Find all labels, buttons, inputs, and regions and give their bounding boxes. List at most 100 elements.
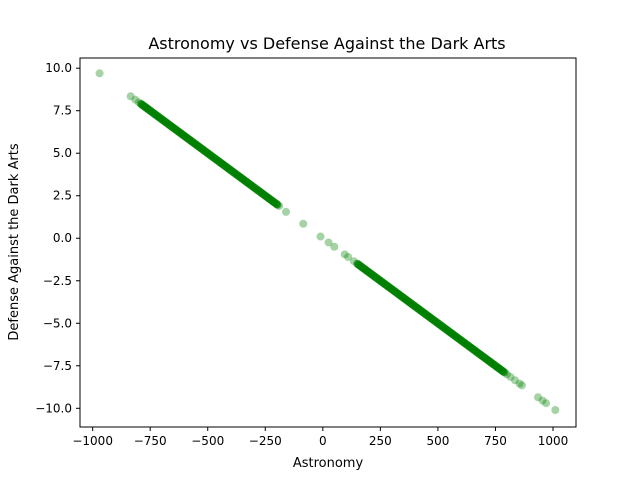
data-point (496, 365, 505, 374)
data-point (147, 107, 156, 116)
data-point (429, 315, 438, 324)
data-point (360, 264, 369, 273)
data-point (194, 142, 203, 151)
data-point (273, 200, 282, 209)
data-point (227, 166, 236, 175)
data-point (177, 129, 186, 138)
data-point (360, 265, 369, 274)
data-point (369, 271, 378, 280)
data-point (353, 259, 362, 268)
data-point (247, 181, 256, 190)
data-point (445, 327, 454, 336)
data-point (230, 168, 239, 177)
data-point (181, 132, 190, 141)
data-point (489, 360, 498, 369)
data-point (193, 141, 202, 150)
data-point (156, 114, 165, 123)
data-point (383, 282, 392, 291)
data-point (454, 334, 463, 343)
data-point (324, 238, 333, 247)
data-point (423, 311, 432, 320)
data-point (419, 308, 428, 317)
data-point (210, 153, 219, 162)
data-point (421, 309, 430, 318)
data-point (169, 123, 178, 132)
data-point (183, 133, 192, 142)
data-point (185, 135, 194, 144)
data-point (358, 263, 367, 272)
data-point (427, 314, 435, 323)
data-point (418, 308, 427, 317)
data-point (511, 376, 520, 385)
data-point (482, 355, 491, 364)
data-point (155, 113, 164, 122)
data-point (166, 121, 175, 130)
data-point (243, 178, 252, 187)
data-point (197, 144, 206, 153)
data-point (457, 336, 466, 345)
data-point (447, 329, 456, 338)
data-point (398, 293, 407, 302)
data-point (231, 169, 240, 178)
data-point (282, 207, 290, 216)
data-point (236, 173, 245, 182)
data-point (362, 266, 371, 275)
data-point (191, 140, 200, 149)
data-point (438, 322, 447, 331)
data-point (368, 270, 377, 279)
data-point (354, 260, 363, 269)
data-point (340, 250, 349, 259)
data-point (387, 284, 396, 293)
data-point (444, 327, 453, 336)
x-tick-label: 1000 (538, 434, 569, 448)
data-point (433, 319, 442, 328)
data-point (456, 335, 465, 344)
data-point (195, 143, 204, 152)
data-point (414, 304, 423, 313)
data-point (451, 332, 460, 341)
data-point (374, 275, 383, 284)
data-point (463, 341, 472, 350)
x-tick-label: 0 (319, 434, 327, 448)
data-point (193, 141, 202, 150)
data-point (246, 180, 255, 189)
data-point (468, 345, 477, 354)
data-point (441, 324, 450, 333)
data-point (191, 140, 200, 149)
data-point (228, 167, 237, 176)
data-point (183, 134, 192, 143)
data-point (146, 107, 155, 116)
data-point (470, 346, 479, 355)
data-point (495, 364, 504, 373)
data-point (378, 278, 387, 287)
data-point (485, 357, 494, 366)
data-point (416, 306, 425, 315)
data-point (431, 317, 440, 326)
data-point (171, 125, 180, 134)
data-point (440, 324, 449, 333)
data-point (176, 128, 185, 137)
data-point (237, 174, 246, 183)
data-point (158, 115, 167, 124)
data-point (182, 133, 191, 142)
data-point (330, 242, 339, 251)
data-point (163, 119, 172, 128)
data-point (417, 307, 426, 316)
data-point (206, 151, 215, 160)
data-point (476, 350, 485, 359)
data-point (411, 302, 420, 311)
data-point (496, 365, 505, 374)
data-point (388, 285, 397, 294)
data-point (162, 118, 171, 127)
data-point (213, 156, 222, 165)
data-point (270, 198, 279, 207)
data-point (397, 292, 406, 301)
data-point (205, 150, 214, 159)
data-point (374, 275, 383, 284)
x-axis-ticks: −1000 −750 −500 −250 0 250 500 750 1000 (72, 427, 568, 448)
data-point (241, 177, 250, 186)
data-point (264, 193, 273, 202)
data-point (270, 198, 279, 207)
data-point (498, 366, 507, 375)
data-point (446, 328, 455, 337)
